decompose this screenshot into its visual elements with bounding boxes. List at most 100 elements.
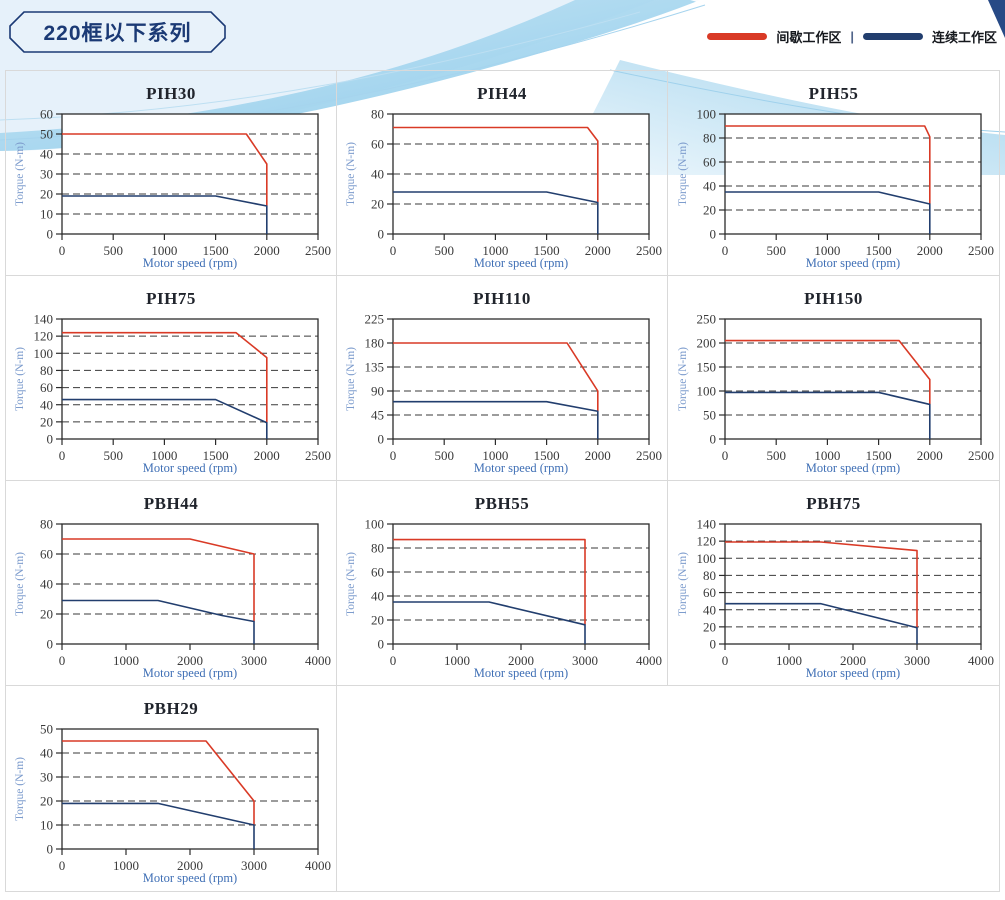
svg-text:80: 80: [40, 363, 53, 378]
svg-text:60: 60: [703, 155, 716, 170]
svg-text:250: 250: [696, 312, 716, 327]
torque-speed-plot: 0 45 90 135 180 225 0 500 1000 1500 2000 2500 Torque…: [345, 312, 662, 475]
svg-text:Torque (N-m): Torque (N-m): [677, 552, 689, 616]
torque-speed-plot: 0 20 40 60 80 0 1000 2000 3000 4000 Torque (N-m) Mo…: [14, 517, 331, 680]
svg-text:Motor speed (rpm): Motor speed (rpm): [805, 256, 899, 270]
svg-text:1000: 1000: [482, 448, 508, 463]
svg-text:4000: 4000: [305, 653, 331, 668]
svg-text:2000: 2000: [508, 653, 534, 668]
series-title-box: 220框以下系列: [9, 11, 226, 53]
svg-text:1000: 1000: [151, 243, 177, 258]
svg-text:4000: 4000: [305, 858, 331, 873]
svg-text:50: 50: [703, 408, 716, 423]
svg-text:2500: 2500: [305, 243, 331, 258]
page-title: 220框以下系列: [43, 22, 192, 45]
svg-text:20: 20: [40, 187, 53, 202]
svg-text:80: 80: [703, 568, 716, 583]
svg-text:2000: 2000: [254, 243, 280, 258]
chart-tile-PBH29: PBH29 0 10 20 30 40 50 0 1000 2000 3000 4000 Torque…: [6, 686, 337, 891]
svg-text:20: 20: [371, 613, 384, 628]
svg-text:Motor speed (rpm): Motor speed (rpm): [143, 871, 237, 885]
legend-continuous-label: 连续工作区: [931, 30, 997, 45]
svg-text:40: 40: [703, 602, 716, 617]
legend-intermittent-label: 间歇工作区: [776, 30, 842, 45]
svg-text:0: 0: [378, 432, 385, 447]
chart-tile-PBH55: PBH55 0 20 40 60 80 100 0 1000 2000 3000 4000 Torqu…: [337, 481, 668, 686]
svg-text:2500: 2500: [305, 448, 331, 463]
chart-title: PBH75: [806, 494, 861, 513]
svg-text:1000: 1000: [151, 448, 177, 463]
svg-text:2000: 2000: [585, 243, 611, 258]
svg-text:1000: 1000: [482, 243, 508, 258]
svg-text:0: 0: [390, 653, 397, 668]
svg-text:1500: 1500: [865, 243, 891, 258]
svg-text:0: 0: [378, 637, 385, 652]
svg-text:20: 20: [40, 607, 53, 622]
svg-text:2500: 2500: [968, 243, 994, 258]
svg-text:80: 80: [703, 131, 716, 146]
chart-tile-PIH75: PIH75 0 20 40 60 80 100 120 140 0 500 1000 1500 2000…: [6, 276, 337, 481]
chart-title: PIH44: [477, 84, 527, 103]
svg-text:0: 0: [390, 448, 397, 463]
svg-text:120: 120: [696, 534, 716, 549]
svg-text:60: 60: [371, 137, 384, 152]
svg-text:20: 20: [40, 794, 53, 809]
svg-text:Torque (N-m): Torque (N-m): [14, 347, 26, 411]
svg-text:Motor speed (rpm): Motor speed (rpm): [474, 256, 568, 270]
svg-text:2000: 2000: [585, 448, 611, 463]
svg-text:100: 100: [696, 551, 716, 566]
svg-text:1000: 1000: [776, 653, 802, 668]
svg-text:100: 100: [696, 384, 716, 399]
svg-text:10: 10: [40, 818, 53, 833]
svg-text:30: 30: [40, 167, 53, 182]
svg-text:1000: 1000: [113, 653, 139, 668]
svg-text:100: 100: [34, 346, 54, 361]
charts-grid: PIH30 0 10 20 30 40 50 60 0 500 1000 1500 2000 2500 T…: [5, 70, 1000, 892]
svg-text:500: 500: [766, 243, 786, 258]
chart-tile-PIH44: PIH44 0 20 40 60 80 0 500 1000 1500 2000 2500 Torqu…: [337, 71, 668, 276]
svg-text:0: 0: [709, 637, 716, 652]
svg-text:0: 0: [378, 227, 385, 242]
svg-text:80: 80: [371, 107, 384, 122]
svg-text:90: 90: [371, 384, 384, 399]
torque-speed-plot: 0 20 40 60 80 0 500 1000 1500 2000 2500 Torque (N-m…: [345, 107, 662, 270]
svg-text:1000: 1000: [113, 858, 139, 873]
svg-text:500: 500: [434, 448, 454, 463]
svg-text:0: 0: [47, 227, 54, 242]
torque-speed-plot: 0 10 20 30 40 50 0 1000 2000 3000 4000 Torque (N-m)…: [14, 722, 331, 885]
svg-text:4000: 4000: [968, 653, 994, 668]
svg-text:Torque (N-m): Torque (N-m): [14, 142, 26, 206]
svg-text:Motor speed (rpm): Motor speed (rpm): [805, 461, 899, 475]
svg-text:50: 50: [40, 127, 53, 142]
svg-text:60: 60: [371, 565, 384, 580]
chart-tile-PIH150: PIH150 0 50 100 150 200 250 0 500 1000 1500 2000 25…: [668, 276, 999, 481]
svg-text:Motor speed (rpm): Motor speed (rpm): [143, 461, 237, 475]
legend: 间歇工作区 | 连续工作区: [707, 27, 997, 46]
svg-text:1500: 1500: [534, 243, 560, 258]
svg-text:1000: 1000: [814, 448, 840, 463]
intermittent-zone-swatch-icon: [707, 33, 768, 40]
svg-text:40: 40: [40, 397, 53, 412]
svg-text:3000: 3000: [572, 653, 598, 668]
svg-text:1500: 1500: [203, 448, 229, 463]
torque-speed-plot: 0 20 40 60 80 100 120 140 0 500 1000 1500 2000 2500 To…: [14, 312, 331, 475]
svg-text:Motor speed (rpm): Motor speed (rpm): [474, 666, 568, 680]
svg-text:Torque (N-m): Torque (N-m): [14, 552, 26, 616]
svg-text:Torque (N-m): Torque (N-m): [345, 142, 357, 206]
svg-text:20: 20: [703, 619, 716, 634]
chart-tile-PBH75: PBH75 0 20 40 60 80 100 120 140 0 1000 2000 3000 400…: [668, 481, 999, 686]
svg-text:Motor speed (rpm): Motor speed (rpm): [143, 256, 237, 270]
svg-text:0: 0: [59, 243, 66, 258]
svg-text:20: 20: [371, 197, 384, 212]
svg-text:4000: 4000: [636, 653, 662, 668]
svg-text:3000: 3000: [904, 653, 930, 668]
svg-text:150: 150: [696, 360, 716, 375]
svg-text:60: 60: [40, 547, 53, 562]
svg-text:Torque (N-m): Torque (N-m): [345, 552, 357, 616]
empty-cell: [337, 686, 999, 891]
svg-text:140: 140: [34, 312, 54, 327]
svg-text:0: 0: [47, 432, 54, 447]
svg-text:0: 0: [721, 653, 728, 668]
